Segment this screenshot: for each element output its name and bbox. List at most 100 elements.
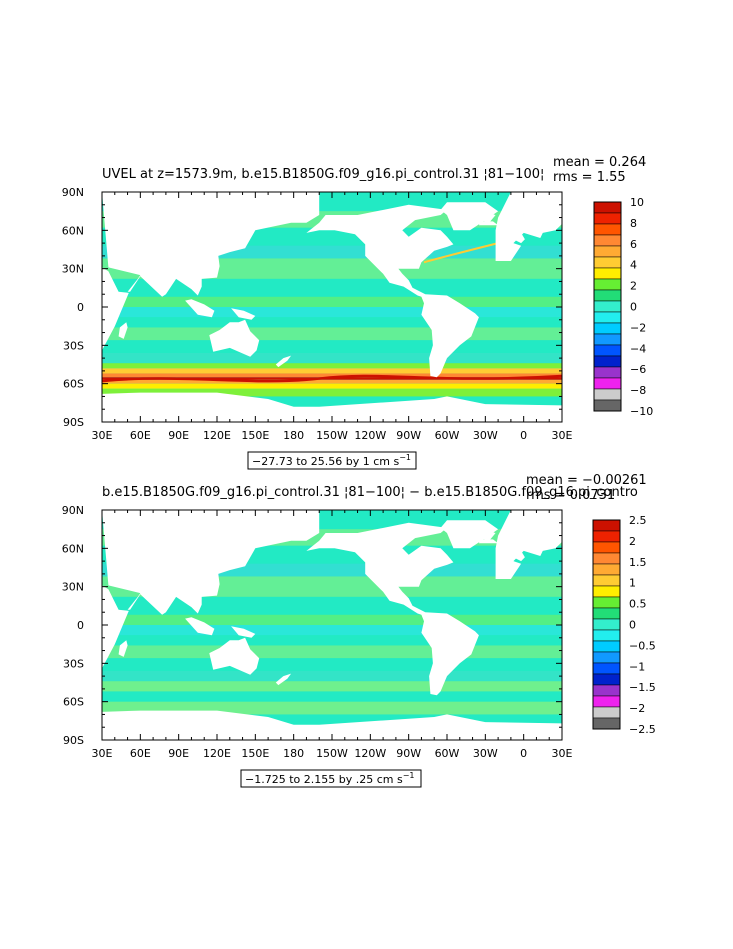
x-tick-label: 180 xyxy=(283,429,304,442)
colorbar-swatch xyxy=(592,673,621,686)
y-tick-label: 60N xyxy=(62,224,84,237)
x-tick-label: 60W xyxy=(435,747,460,760)
colorbar: 10 8 6 4 2 0 −2 −4 −6 −8 −10 xyxy=(593,196,653,418)
land-mask xyxy=(275,355,292,368)
x-tick-label: 0 xyxy=(520,429,527,442)
x-tick-label: 60W xyxy=(435,429,460,442)
y-tick-label: 30S xyxy=(63,339,84,352)
contour-info-box: −27.73 to 25.56 by 1 cm s−1 xyxy=(247,451,417,470)
land-mask xyxy=(102,510,320,615)
land-mask xyxy=(185,299,215,318)
colorbar-swatch xyxy=(592,530,621,543)
x-tick-label: 30E xyxy=(92,429,113,442)
velocity-band xyxy=(102,645,562,659)
colorbar-label: 2 xyxy=(629,535,636,548)
land-mask xyxy=(209,319,260,357)
y-tick-label: 90S xyxy=(63,734,84,747)
colorbar-label: −1 xyxy=(629,660,645,673)
velocity-band xyxy=(102,671,562,682)
x-tick-label: 30E xyxy=(552,429,573,442)
circumpolar-current-band xyxy=(102,691,562,702)
colorbar-label: −2 xyxy=(629,702,645,715)
velocity-band xyxy=(102,614,562,625)
ocean-field xyxy=(102,510,562,740)
colorbar-frame xyxy=(592,519,621,730)
colorbar-swatch xyxy=(593,311,622,324)
colorbar-swatch xyxy=(592,552,621,565)
colorbar-label: −4 xyxy=(630,342,646,355)
ocean-field xyxy=(102,192,562,422)
land-mask xyxy=(478,221,499,226)
x-tick-label: 90W xyxy=(396,747,421,760)
land-mask xyxy=(275,673,292,686)
velocity-band xyxy=(102,635,562,646)
colorbar-swatch xyxy=(593,344,622,357)
colorbar-swatch xyxy=(592,607,621,620)
velocity-band xyxy=(102,278,562,297)
colorbar-label: 4 xyxy=(630,259,637,272)
x-tick-label: 30W xyxy=(473,429,498,442)
land-mask xyxy=(118,640,128,657)
y-tick-label: 0 xyxy=(77,301,84,314)
colorbar-label: 2 xyxy=(630,280,637,293)
colorbar-swatch xyxy=(592,519,621,532)
x-tick-label: 90W xyxy=(396,429,421,442)
axes: 30E 60E 90E 120E 150E 180 150W 120W 90W 60W 30W 0 30… xyxy=(62,186,573,442)
colorbar-swatch xyxy=(592,651,621,664)
contour-info-box: −1.725 to 2.155 by .25 cm s−1 xyxy=(240,769,422,788)
colorbar-swatch xyxy=(592,662,621,675)
colorbar-swatch xyxy=(592,640,621,653)
contour-info-text: −1.725 to 2.155 by .25 cm s−1 xyxy=(245,771,415,786)
land-mask xyxy=(306,204,479,378)
y-tick-label: 90N xyxy=(62,186,84,199)
gulf-stream-line xyxy=(423,242,499,264)
x-tick-label: 120E xyxy=(203,747,231,760)
colorbar-swatch xyxy=(592,596,621,609)
colorbar-label: −8 xyxy=(630,384,646,397)
land-mask xyxy=(306,522,479,696)
land-mask xyxy=(102,392,562,422)
x-tick-label: 150W xyxy=(316,747,348,760)
y-tick-label: 60N xyxy=(62,542,84,555)
colorbar-swatch xyxy=(592,629,621,642)
colorbar-label: −6 xyxy=(630,363,646,376)
panel-uvel-control: UVEL at z=1573.9m, b.e15.B1850G.f09_g16.… xyxy=(62,155,653,470)
colorbar-swatch xyxy=(593,333,622,346)
x-tick-label: 30W xyxy=(473,747,498,760)
land-mask xyxy=(209,637,260,675)
velocity-band xyxy=(102,353,562,364)
x-tick-label: 120E xyxy=(203,429,231,442)
colorbar-swatch xyxy=(593,355,622,368)
colorbar-swatch xyxy=(592,695,621,708)
circumpolar-current-band xyxy=(102,388,562,397)
rms-stat: rms = 1.55 xyxy=(553,170,626,185)
land-mask xyxy=(471,530,496,541)
colorbar-frame xyxy=(593,201,622,412)
x-tick-label: 90E xyxy=(168,429,189,442)
colorbar-label: −0.5 xyxy=(629,639,656,652)
x-tick-label: 30E xyxy=(92,747,113,760)
map-plot-area xyxy=(102,510,562,740)
panel-title: UVEL at z=1573.9m, b.e15.B1850G.f09_g16.… xyxy=(102,167,544,182)
colorbar-swatch xyxy=(593,322,622,335)
velocity-band xyxy=(102,340,562,353)
velocity-band xyxy=(102,625,562,636)
colorbar-swatch xyxy=(592,706,621,719)
colorbar-swatch xyxy=(593,366,622,379)
colorbar-swatch xyxy=(593,388,622,401)
colorbar-label: 2.5 xyxy=(629,514,647,527)
contour-info-text: −27.73 to 25.56 by 1 cm s−1 xyxy=(252,453,411,468)
colorbar-swatch xyxy=(592,717,621,730)
mean-stat: mean = 0.264 xyxy=(553,155,646,170)
x-tick-label: 150E xyxy=(241,747,269,760)
land-mask xyxy=(231,626,256,638)
rms-stat: rms = 0.0731 xyxy=(526,488,615,503)
colorbar-label: 10 xyxy=(630,196,644,209)
velocity-band xyxy=(102,327,562,341)
colorbar-label: −2.5 xyxy=(629,723,656,736)
colorbar: 2.5 2 1.5 1 0.5 0 −0.5 −1 −1.5 −2 −2.5 xyxy=(592,514,656,736)
x-tick-label: 120W xyxy=(354,747,386,760)
land-mask xyxy=(440,202,499,231)
land-mask xyxy=(471,212,496,223)
